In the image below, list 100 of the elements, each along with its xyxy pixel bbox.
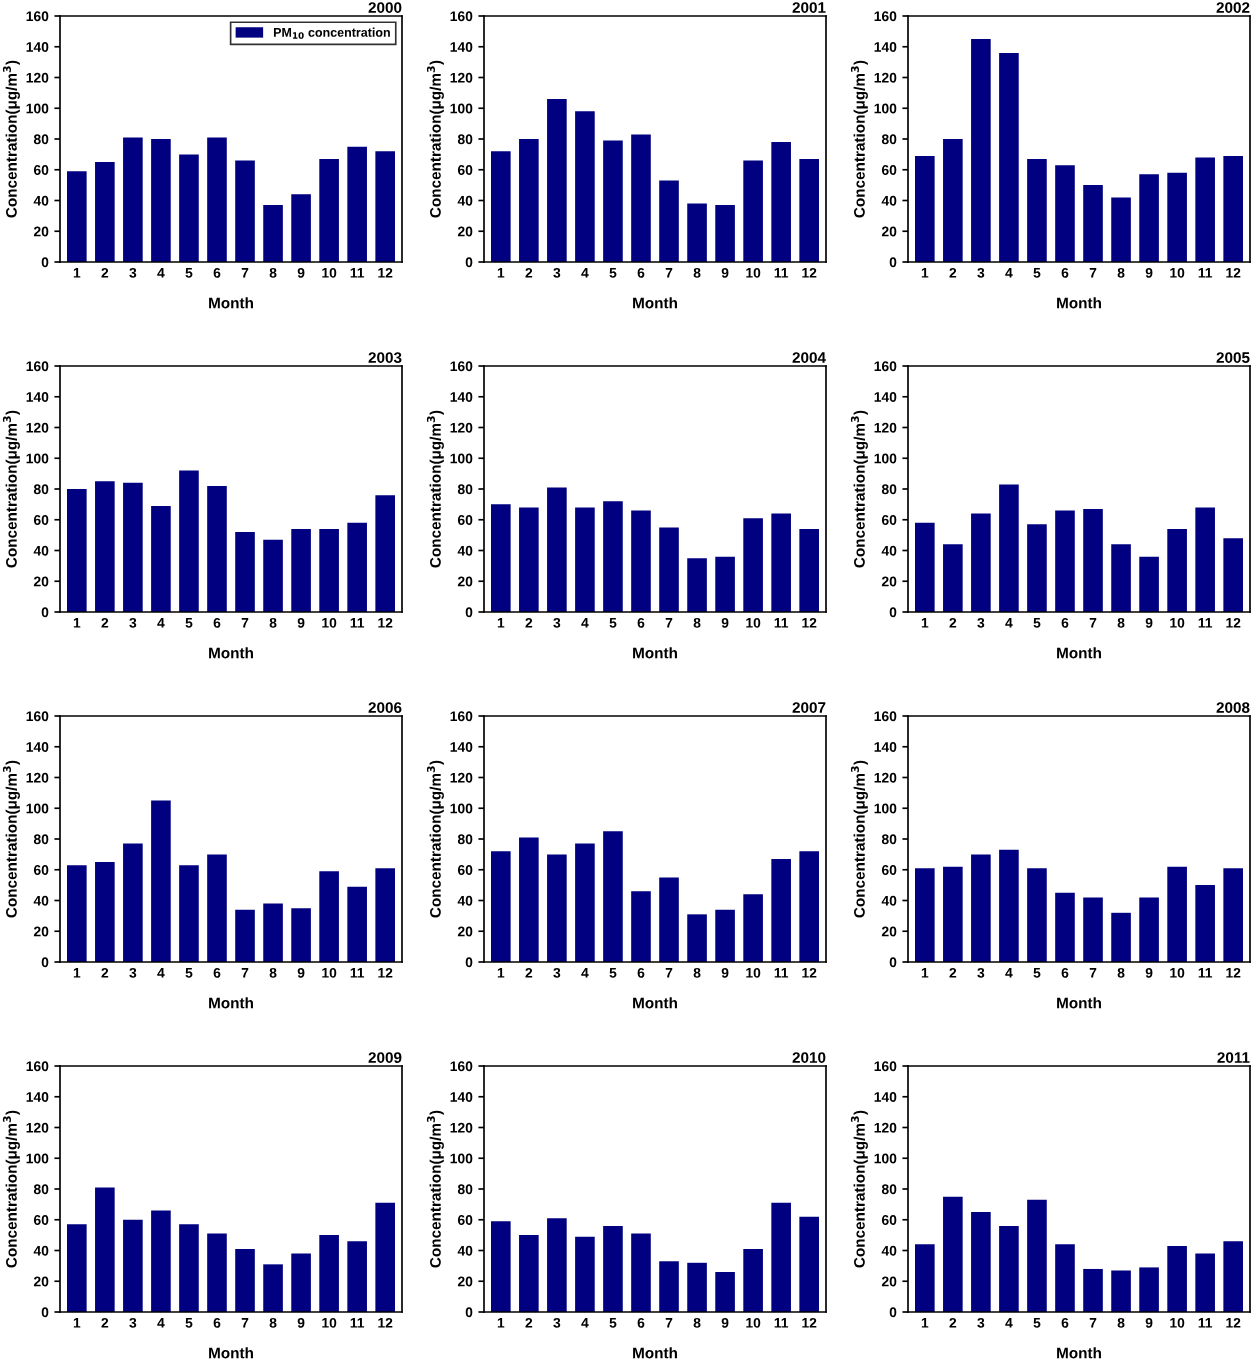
- bar: [603, 1225, 623, 1312]
- bar: [375, 151, 395, 262]
- bar: [575, 1236, 595, 1312]
- bar: [1055, 165, 1075, 262]
- bar: [1055, 1244, 1075, 1312]
- bar: [67, 865, 87, 962]
- bar: [347, 886, 367, 962]
- bar: [347, 1241, 367, 1312]
- bar: [1139, 174, 1159, 262]
- bar: [291, 1253, 311, 1312]
- bar: [999, 1225, 1019, 1312]
- bar: [915, 522, 935, 612]
- bar: [347, 522, 367, 612]
- bar: [207, 485, 227, 612]
- bar: [715, 556, 735, 612]
- bar: [771, 513, 791, 612]
- bar: [491, 151, 511, 262]
- bar: [999, 849, 1019, 962]
- bar: [235, 909, 255, 962]
- bar: [207, 854, 227, 962]
- bar: [291, 194, 311, 262]
- bar: [715, 1272, 735, 1312]
- bar: [291, 908, 311, 962]
- bar: [1139, 556, 1159, 612]
- bar: [1195, 157, 1215, 262]
- bar: [491, 851, 511, 962]
- bar: [347, 146, 367, 262]
- bar: [519, 139, 539, 262]
- bar: [1083, 897, 1103, 962]
- bar: [1055, 892, 1075, 962]
- bar: [715, 909, 735, 962]
- bar: [491, 1221, 511, 1312]
- bar: [179, 470, 199, 612]
- bar: [95, 481, 115, 612]
- bar: [1111, 1270, 1131, 1312]
- bar: [799, 528, 819, 612]
- bar: [799, 851, 819, 962]
- bar: [631, 891, 651, 962]
- bar: [151, 505, 171, 612]
- bar: [67, 1224, 87, 1312]
- bar: [971, 39, 991, 262]
- bar: [1027, 868, 1047, 962]
- bar: [971, 513, 991, 612]
- bar: [1139, 897, 1159, 962]
- bar: [971, 1212, 991, 1312]
- bar: [519, 507, 539, 612]
- bar: [1055, 510, 1075, 612]
- bar: [179, 1224, 199, 1312]
- bar: [1111, 912, 1131, 962]
- bar: [943, 1196, 963, 1312]
- bar: [151, 139, 171, 262]
- bar: [1111, 197, 1131, 262]
- bar: [687, 1262, 707, 1312]
- bar: [659, 180, 679, 262]
- bar: [95, 862, 115, 962]
- bar: [915, 868, 935, 962]
- bar: [123, 137, 143, 262]
- bar: [1027, 158, 1047, 262]
- bar: [659, 527, 679, 612]
- bar: [547, 1218, 567, 1312]
- bar: [659, 1261, 679, 1312]
- bar: [319, 528, 339, 612]
- bar: [547, 487, 567, 612]
- bar: [67, 489, 87, 612]
- bar: [971, 854, 991, 962]
- bar: [375, 868, 395, 962]
- bar: [1167, 528, 1187, 612]
- bar: [943, 866, 963, 962]
- bar: [1223, 538, 1243, 612]
- bar: [1223, 155, 1243, 262]
- bar: [771, 1202, 791, 1312]
- bar: [687, 558, 707, 612]
- bar: [179, 154, 199, 262]
- bar: [575, 843, 595, 962]
- bar: [375, 495, 395, 612]
- bar: [1083, 1268, 1103, 1312]
- bar: [67, 171, 87, 262]
- bar: [207, 1233, 227, 1312]
- bar: [999, 52, 1019, 262]
- bar: [263, 205, 283, 262]
- bar: [1027, 1199, 1047, 1312]
- bar: [263, 903, 283, 962]
- bar: [547, 854, 567, 962]
- bar: [631, 510, 651, 612]
- bar: [151, 800, 171, 962]
- bar: [771, 858, 791, 962]
- bar: [743, 894, 763, 962]
- bar: [743, 160, 763, 262]
- bar: [319, 871, 339, 962]
- bar: [1167, 866, 1187, 962]
- bar: [519, 837, 539, 962]
- bar: [1139, 1267, 1159, 1312]
- bar: [743, 1248, 763, 1312]
- bar: [1027, 524, 1047, 612]
- bar: [1167, 1245, 1187, 1312]
- bar: [575, 507, 595, 612]
- bar: [151, 1210, 171, 1312]
- bar: [491, 504, 511, 612]
- bar: [1083, 508, 1103, 612]
- bar: [915, 1244, 935, 1312]
